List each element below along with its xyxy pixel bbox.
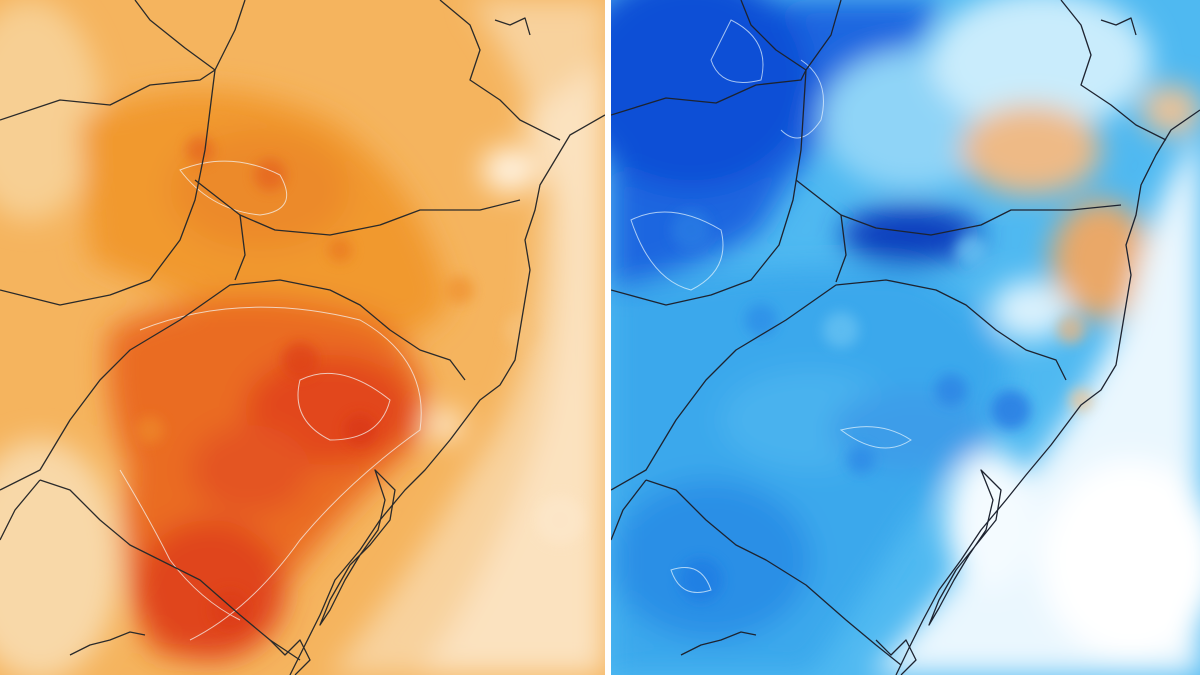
panel-divider: [605, 0, 611, 675]
region-borders: [0, 0, 605, 675]
warm-anomaly-map-graphic: [0, 0, 605, 675]
cold-anomaly-map: [611, 0, 1200, 675]
cold-anomaly-map-graphic: [611, 0, 1200, 675]
region-borders: [611, 0, 1200, 675]
temperature-contours: [630, 19, 912, 593]
warm-anomaly-map: [0, 0, 605, 675]
temperature-contours: [119, 160, 422, 641]
